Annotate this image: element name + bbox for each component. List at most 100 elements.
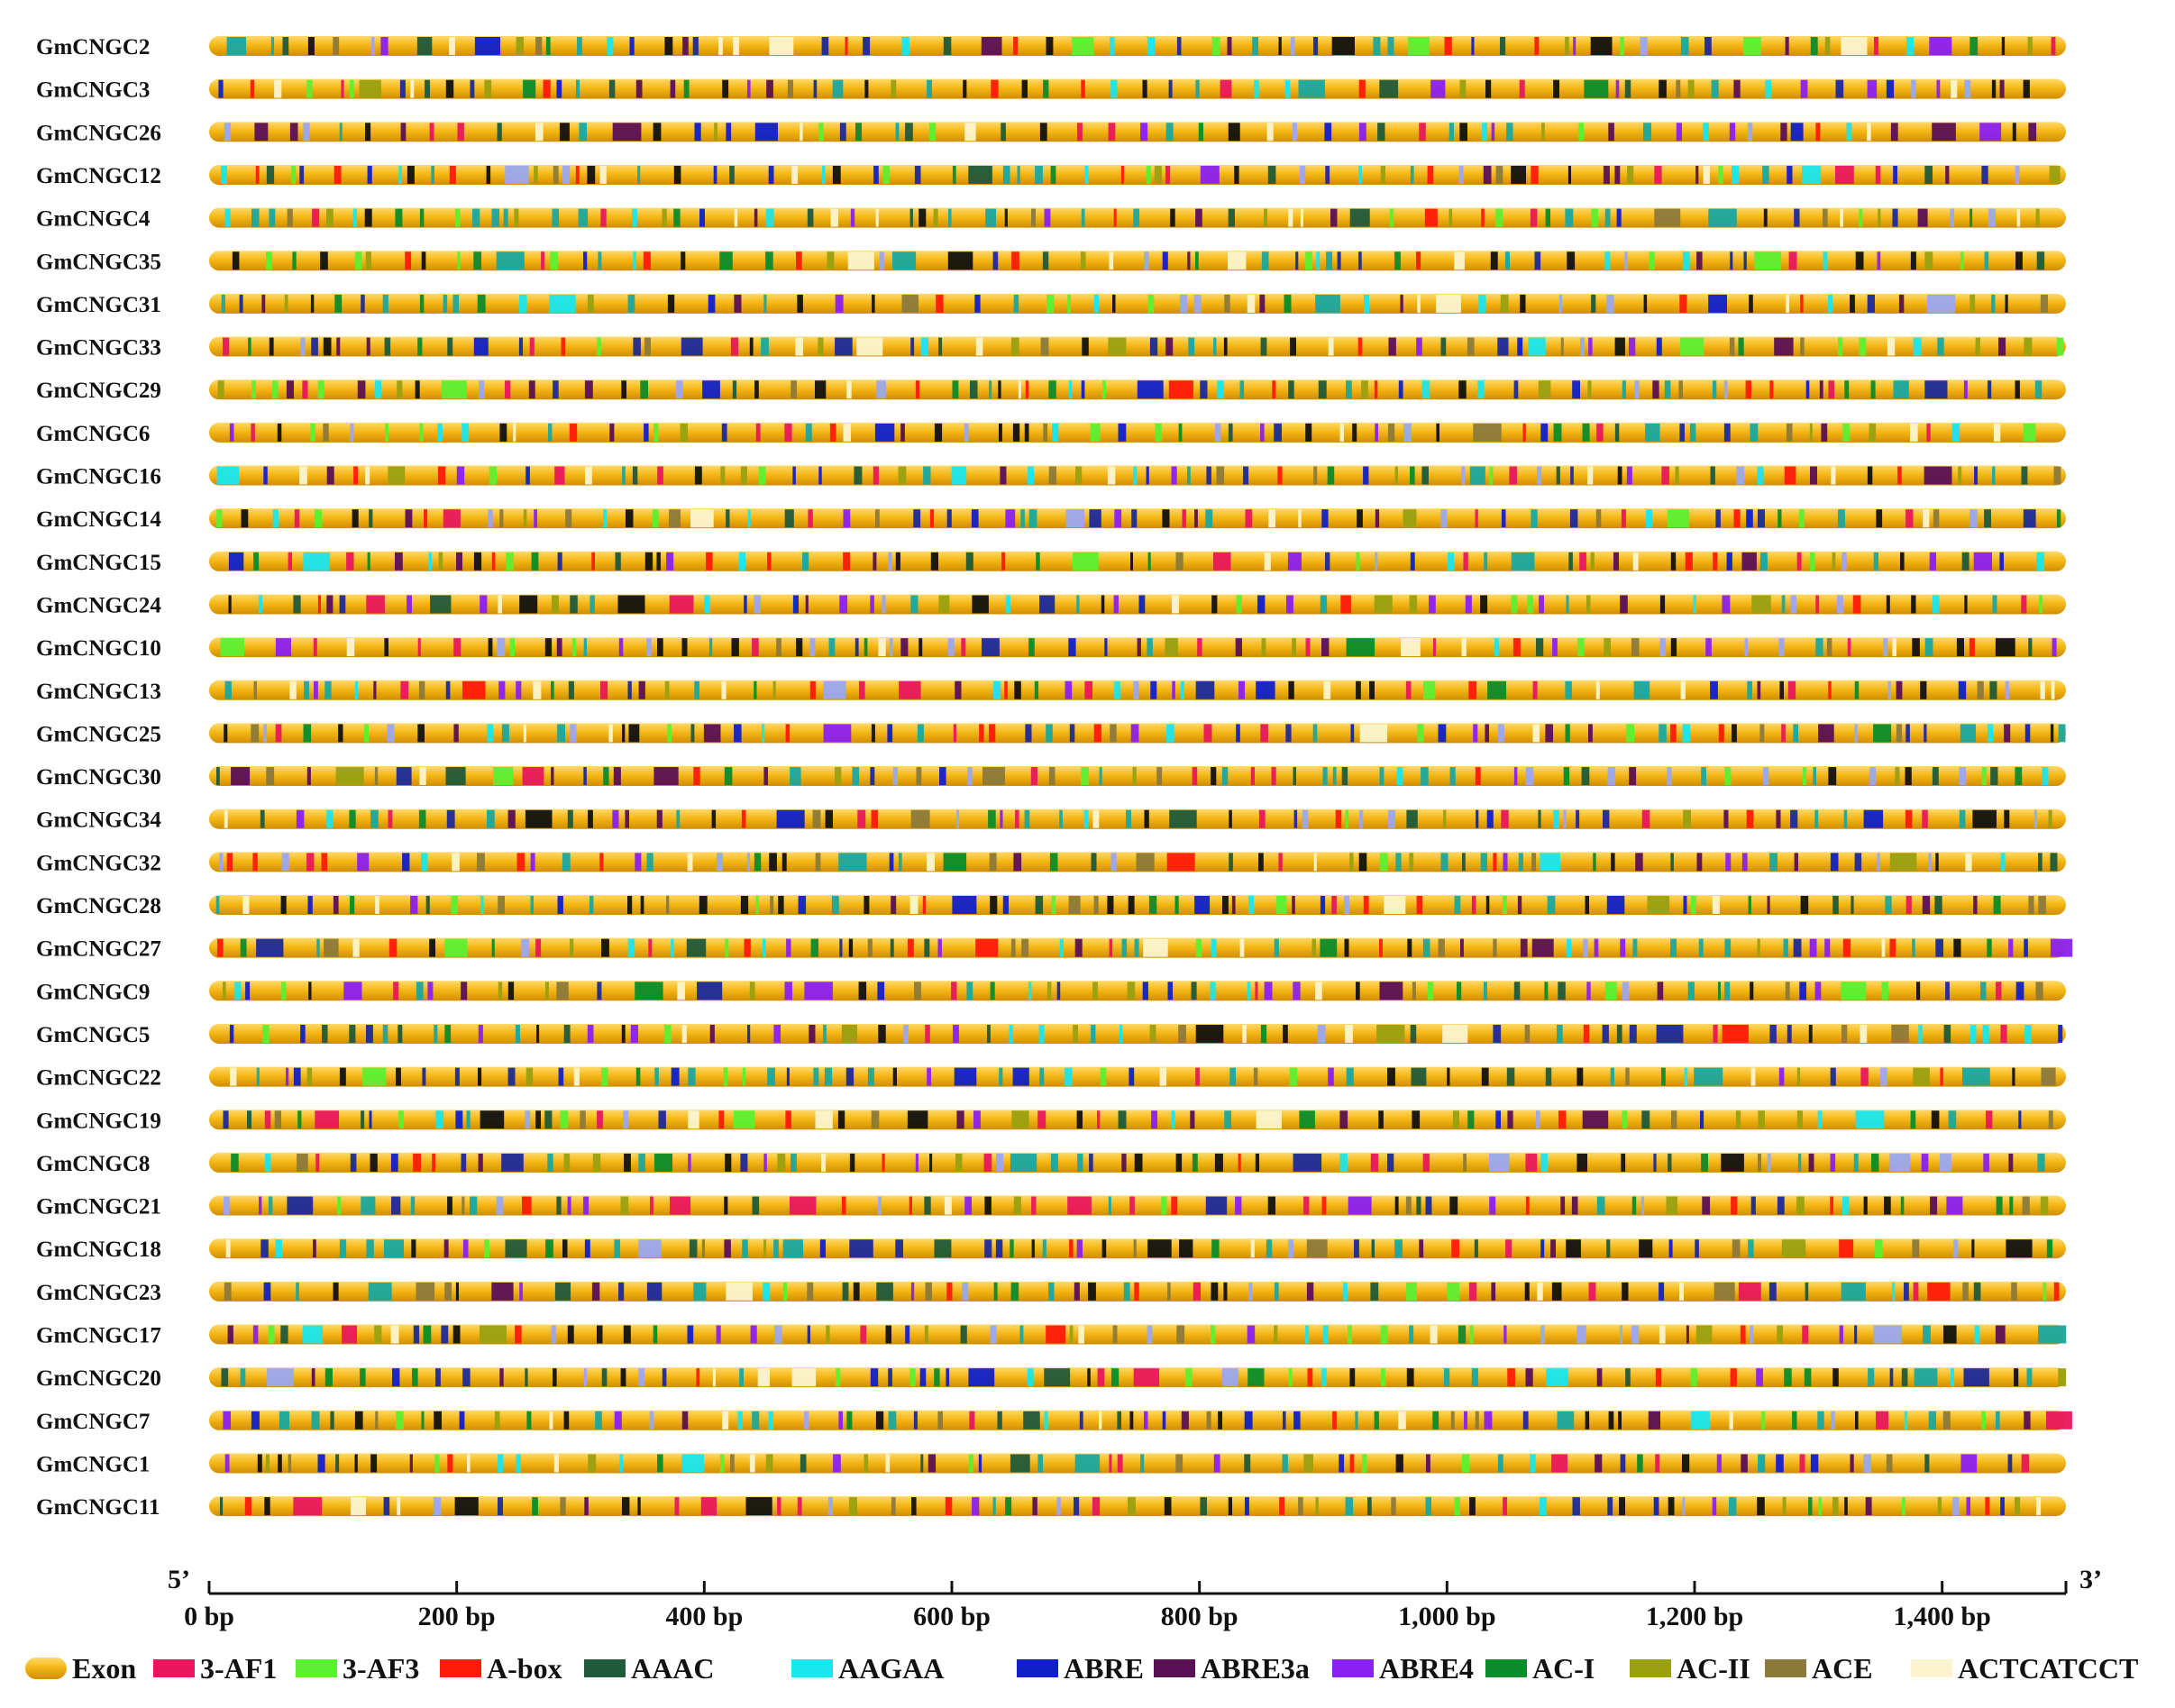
element-mark bbox=[525, 466, 530, 485]
element-mark bbox=[1551, 1282, 1562, 1301]
element-mark bbox=[1293, 1411, 1301, 1429]
element-mark bbox=[752, 638, 759, 657]
element-mark bbox=[569, 423, 578, 442]
element-mark bbox=[2021, 466, 2028, 485]
element-mark bbox=[2009, 1196, 2014, 1215]
element-mark bbox=[1002, 896, 1009, 914]
element-mark bbox=[991, 79, 999, 98]
element-mark bbox=[1354, 1239, 1359, 1258]
element-mark bbox=[326, 809, 334, 828]
element-mark bbox=[1149, 337, 1158, 356]
element-mark bbox=[1074, 938, 1083, 957]
element-mark bbox=[478, 1024, 483, 1043]
element-mark bbox=[322, 1024, 328, 1043]
element-mark bbox=[2035, 982, 2043, 1000]
element-mark bbox=[1147, 294, 1155, 313]
element-mark bbox=[275, 724, 282, 743]
element-mark bbox=[1350, 724, 1355, 743]
element-mark bbox=[1905, 509, 1914, 528]
element-mark bbox=[1130, 552, 1133, 571]
element-mark bbox=[1686, 1325, 1689, 1344]
element-mark bbox=[1880, 1067, 1887, 1086]
element-mark bbox=[875, 509, 880, 528]
element-mark bbox=[1359, 809, 1364, 828]
element-mark bbox=[2042, 1282, 2047, 1301]
element-mark bbox=[579, 123, 587, 142]
element-mark bbox=[628, 724, 640, 743]
element-mark bbox=[1349, 1454, 1355, 1473]
element-marks bbox=[229, 423, 2036, 442]
element-mark bbox=[1661, 1067, 1666, 1086]
gene-row: GmCNGC29 bbox=[36, 379, 2066, 403]
element-mark bbox=[1787, 165, 1793, 184]
element-mark bbox=[461, 982, 468, 1000]
element-marks bbox=[224, 1196, 2049, 1215]
element-mark bbox=[1175, 1153, 1183, 1172]
element-mark bbox=[726, 123, 732, 142]
element-mark bbox=[497, 123, 502, 142]
element-mark bbox=[843, 552, 850, 571]
element-mark bbox=[1075, 466, 1083, 485]
element-mark bbox=[968, 165, 992, 184]
gene-label: GmCNGC8 bbox=[36, 1152, 150, 1176]
element-mark bbox=[1801, 165, 1822, 184]
element-mark bbox=[666, 552, 674, 571]
element-mark bbox=[1172, 680, 1175, 699]
element-mark bbox=[263, 724, 267, 743]
element-mark bbox=[718, 1110, 725, 1129]
element-mark bbox=[1271, 767, 1276, 786]
element-mark bbox=[644, 552, 653, 571]
element-mark bbox=[1758, 1153, 1761, 1172]
element-mark bbox=[1729, 123, 1736, 142]
element-mark bbox=[1279, 1497, 1285, 1516]
element-mark bbox=[864, 896, 870, 914]
element-mark bbox=[587, 1024, 594, 1043]
element-mark bbox=[809, 1024, 816, 1043]
gene-label: GmCNGC30 bbox=[36, 765, 161, 790]
element-mark bbox=[1443, 809, 1447, 828]
element-mark bbox=[260, 809, 265, 828]
element-mark bbox=[1394, 1196, 1399, 1215]
element-mark bbox=[323, 337, 332, 356]
element-mark bbox=[1110, 853, 1117, 872]
element-mark bbox=[1817, 1411, 1824, 1429]
element-mark bbox=[612, 809, 619, 828]
element-mark bbox=[366, 595, 385, 614]
axis-tick-label: 1,000 bp bbox=[1398, 1602, 1495, 1631]
element-mark bbox=[438, 552, 443, 571]
element-mark bbox=[1175, 1454, 1183, 1473]
element-mark bbox=[1398, 380, 1403, 399]
element-mark bbox=[556, 982, 569, 1000]
element-mark bbox=[1935, 853, 1939, 872]
element-mark bbox=[740, 466, 747, 485]
element-mark bbox=[1560, 1196, 1566, 1215]
element-mark bbox=[257, 1454, 262, 1473]
gene-row: GmCNGC26 bbox=[36, 121, 2066, 145]
element-mark bbox=[416, 37, 433, 55]
element-mark bbox=[837, 1110, 845, 1129]
element-mark bbox=[927, 853, 935, 872]
element-mark bbox=[1093, 724, 1101, 743]
element-mark bbox=[1030, 767, 1037, 786]
element-mark bbox=[2012, 1067, 2015, 1086]
element-mark bbox=[809, 638, 816, 657]
element-mark bbox=[1352, 423, 1357, 442]
element-mark bbox=[755, 423, 761, 442]
element-mark bbox=[1723, 423, 1731, 442]
element-mark bbox=[1963, 1368, 1989, 1387]
element-mark bbox=[1759, 724, 1765, 743]
element-mark bbox=[1256, 680, 1275, 699]
element-mark bbox=[2034, 380, 2042, 399]
element-mark bbox=[1282, 1454, 1288, 1473]
element-mark bbox=[346, 638, 355, 657]
element-mark bbox=[1213, 1454, 1220, 1473]
element-mark bbox=[2018, 1110, 2022, 1129]
element-mark bbox=[360, 1368, 366, 1387]
element-mark bbox=[871, 1110, 880, 1129]
element-mark bbox=[916, 767, 922, 786]
element-mark bbox=[1131, 509, 1138, 528]
element-mark bbox=[943, 853, 967, 872]
legend-swatch bbox=[1765, 1659, 1806, 1677]
element-mark bbox=[1776, 809, 1781, 828]
element-mark bbox=[1810, 37, 1818, 55]
